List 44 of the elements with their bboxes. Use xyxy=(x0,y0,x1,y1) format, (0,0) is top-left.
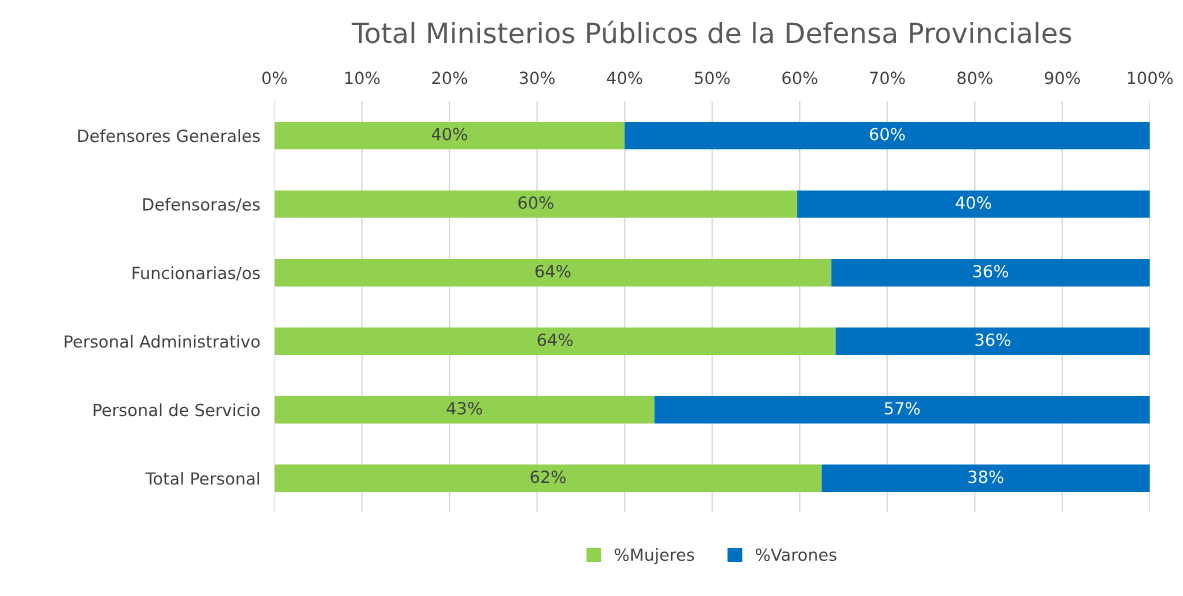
bar xyxy=(274,258,832,287)
bar xyxy=(821,464,1150,492)
data-label: 40% xyxy=(955,196,992,209)
x-tick-label: 90% xyxy=(1044,71,1080,85)
legend-label: %Varones xyxy=(755,548,837,562)
y-tick-label: Personal Administrativo xyxy=(64,334,260,348)
bar xyxy=(274,121,625,150)
bar xyxy=(835,327,1150,355)
bar xyxy=(274,190,798,218)
x-tick-label: 0% xyxy=(262,71,287,85)
data-label: 36% xyxy=(975,333,1011,347)
bar xyxy=(831,258,1150,287)
x-tick-label: 50% xyxy=(694,71,730,85)
y-tick-label: Defensores Generales xyxy=(78,129,260,143)
x-tick-label: 100% xyxy=(1127,71,1173,85)
data-label: 40% xyxy=(431,127,468,141)
x-tick-label: 30% xyxy=(519,71,555,85)
data-label: 64% xyxy=(537,333,573,347)
data-label: 64% xyxy=(535,264,571,278)
data-label: 57% xyxy=(884,401,920,415)
data-label: 60% xyxy=(518,196,554,209)
x-tick-label: 10% xyxy=(345,71,380,85)
x-tick-label: 20% xyxy=(432,71,468,85)
x-tick-label: 60% xyxy=(782,71,818,85)
data-label: 62% xyxy=(530,470,566,484)
chart-title: Total Ministerios Públicos de la Defensa Provinciales xyxy=(351,20,1072,44)
data-label: 60% xyxy=(869,127,905,141)
x-tick-label: 70% xyxy=(870,71,905,85)
bar xyxy=(274,396,655,424)
bar xyxy=(274,464,822,492)
data-label: 43% xyxy=(446,401,483,415)
data-label: 36% xyxy=(973,264,1009,278)
data-label: 38% xyxy=(968,470,1004,484)
y-tick-label: Total Personal xyxy=(145,471,260,485)
x-tick-label: 80% xyxy=(957,71,993,85)
legend-label: %Mujeres xyxy=(614,548,695,565)
bar xyxy=(274,327,836,355)
x-tick-label: 40% xyxy=(606,71,643,85)
bar xyxy=(624,121,1150,150)
bar xyxy=(797,190,1150,218)
y-tick-label: Defensoras/es xyxy=(143,197,260,213)
y-tick-label: Personal de Servicio xyxy=(93,403,260,417)
y-tick-label: Funcionarias/os xyxy=(132,266,260,281)
bar xyxy=(654,396,1150,424)
